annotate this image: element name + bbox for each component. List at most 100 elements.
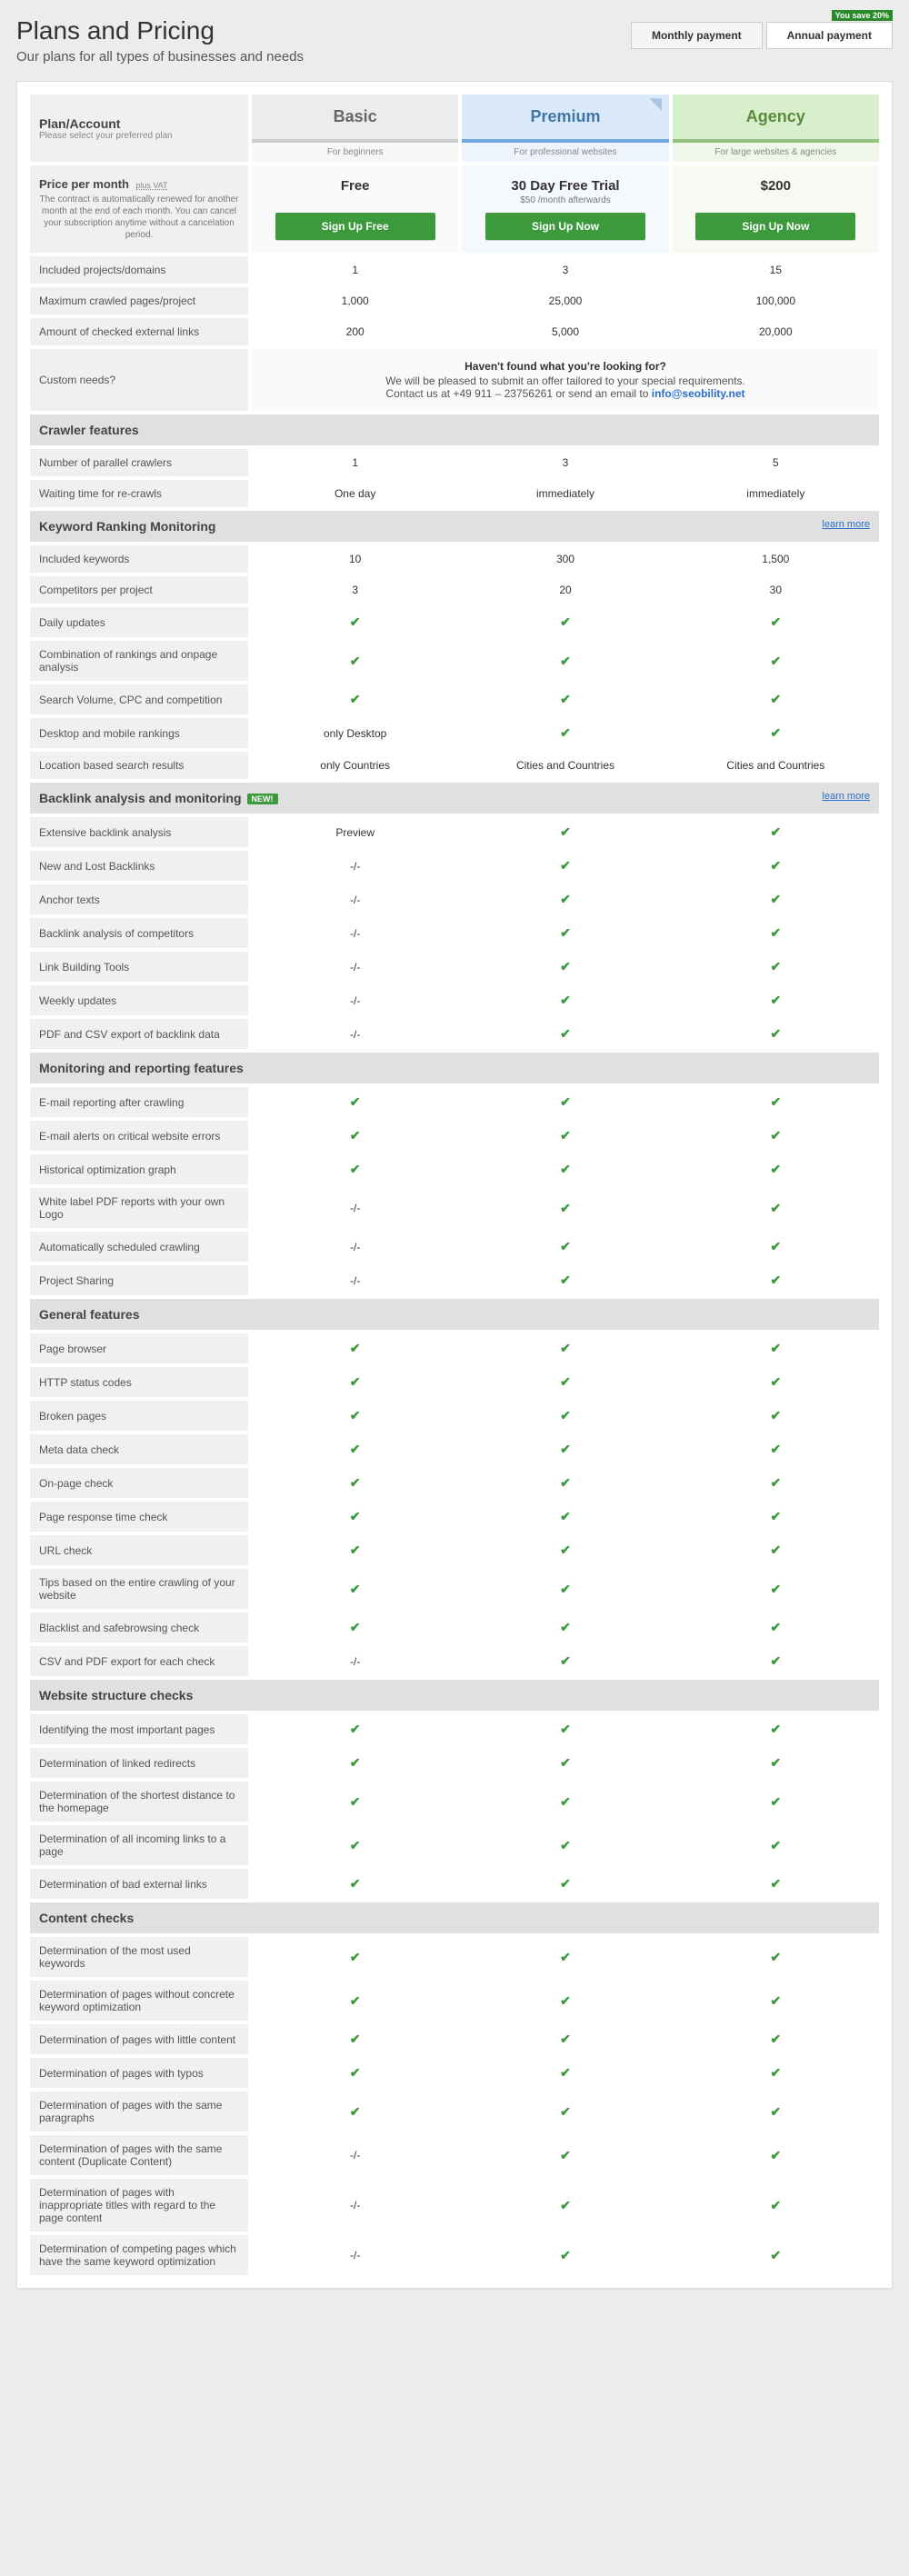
check-icon: ✔ (350, 2065, 361, 2081)
row-label: Determination of pages with little conte… (30, 2024, 248, 2054)
plan-premium-header: Premium◥ For professional websites (462, 95, 668, 162)
cell-premium: ✔ (462, 2058, 668, 2088)
plan-account-header: Plan/Account Please select your preferre… (30, 95, 248, 162)
check-icon: ✔ (560, 959, 571, 974)
row-label: Competitors per project (30, 576, 248, 604)
check-icon: ✔ (770, 2198, 781, 2213)
cell-agency: ✔ (673, 2092, 879, 2132)
custom-needs-info: Haven't found what you're looking for?We… (252, 349, 879, 411)
cell-agency: ✔ (673, 641, 879, 681)
cell-basic: ✔ (252, 1434, 458, 1464)
check-icon: ✔ (560, 614, 571, 630)
row-label: CSV and PDF export for each check (30, 1646, 248, 1676)
row-label: E-mail alerts on critical website errors (30, 1121, 248, 1151)
cell-premium: ✔ (462, 952, 668, 982)
row-label: Meta data check (30, 1434, 248, 1464)
cell-basic: ✔ (252, 1468, 458, 1498)
learn-more-link[interactable]: learn more (822, 519, 870, 530)
cell-agency: 1,500 (673, 545, 879, 573)
check-icon: ✔ (560, 993, 571, 1008)
monthly-payment-btn[interactable]: Monthly payment (631, 22, 763, 49)
check-icon: ✔ (770, 1950, 781, 1965)
cell-basic: -/- (252, 952, 458, 982)
cell-basic: ✔ (252, 1714, 458, 1744)
row-label: Number of parallel crawlers (30, 449, 248, 476)
row-label: Historical optimization graph (30, 1154, 248, 1184)
cell-premium: 25,000 (462, 287, 668, 315)
check-icon: ✔ (350, 1442, 361, 1457)
learn-more-link[interactable]: learn more (822, 791, 870, 802)
check-icon: ✔ (770, 1876, 781, 1892)
cell-premium: ✔ (462, 1434, 668, 1464)
annual-payment-btn[interactable]: You save 20% Annual payment (766, 22, 893, 49)
contact-email-link[interactable]: info@seobility.net (652, 387, 745, 400)
check-icon: ✔ (770, 1094, 781, 1110)
check-icon: ✔ (350, 1620, 361, 1635)
row-label: Amount of checked external links (30, 318, 248, 345)
cell-premium: ✔ (462, 817, 668, 847)
page-subtitle: Our plans for all types of businesses an… (16, 49, 893, 65)
payment-toggle: Monthly payment You save 20% Annual paym… (631, 22, 893, 49)
signup-premium-button[interactable]: Sign Up Now (485, 213, 645, 240)
check-icon: ✔ (770, 1543, 781, 1558)
cell-premium: ✔ (462, 1569, 668, 1609)
check-icon: ✔ (770, 1374, 781, 1390)
check-icon: ✔ (770, 1273, 781, 1288)
check-icon: ✔ (770, 692, 781, 707)
row-label: New and Lost Backlinks (30, 851, 248, 881)
cell-premium: ✔ (462, 1265, 668, 1295)
cell-basic: ✔ (252, 607, 458, 637)
cell-basic: ✔ (252, 2092, 458, 2132)
row-label: Determination of pages with the same par… (30, 2092, 248, 2132)
cell-basic: ✔ (252, 1825, 458, 1865)
cell-agency: ✔ (673, 1333, 879, 1363)
check-icon: ✔ (350, 1950, 361, 1965)
row-label: Determination of the shortest distance t… (30, 1782, 248, 1822)
signup-free-button[interactable]: Sign Up Free (275, 213, 435, 240)
check-icon: ✔ (770, 1653, 781, 1669)
cell-premium: ✔ (462, 2092, 668, 2132)
cell-agency: ✔ (673, 1087, 879, 1117)
check-icon: ✔ (350, 692, 361, 707)
check-icon: ✔ (770, 2104, 781, 2120)
check-icon: ✔ (350, 1543, 361, 1558)
check-icon: ✔ (770, 1201, 781, 1216)
cell-premium: ✔ (462, 918, 668, 948)
check-icon: ✔ (560, 2248, 571, 2263)
check-icon: ✔ (770, 1794, 781, 1810)
cell-agency: 5 (673, 449, 879, 476)
cell-agency: ✔ (673, 2024, 879, 2054)
check-icon: ✔ (770, 1755, 781, 1771)
cell-premium: ✔ (462, 1646, 668, 1676)
check-icon: ✔ (560, 1026, 571, 1042)
check-icon: ✔ (350, 1755, 361, 1771)
check-icon: ✔ (770, 1162, 781, 1177)
check-icon: ✔ (770, 959, 781, 974)
row-label: Blacklist and safebrowsing check (30, 1612, 248, 1642)
cell-basic: -/- (252, 918, 458, 948)
check-icon: ✔ (770, 858, 781, 874)
cell-premium: 3 (462, 449, 668, 476)
row-label: Link Building Tools (30, 952, 248, 982)
cell-agency: ✔ (673, 2179, 879, 2232)
cell-agency: ✔ (673, 1714, 879, 1744)
cell-agency: ✔ (673, 2058, 879, 2088)
cell-premium: ✔ (462, 1535, 668, 1565)
cell-agency: ✔ (673, 1401, 879, 1431)
check-icon: ✔ (770, 892, 781, 907)
cell-basic: -/- (252, 2179, 458, 2232)
check-icon: ✔ (560, 1582, 571, 1597)
cell-basic: 1,000 (252, 287, 458, 315)
signup-agency-button[interactable]: Sign Up Now (695, 213, 855, 240)
check-icon: ✔ (560, 1094, 571, 1110)
cell-premium: ✔ (462, 1937, 668, 1977)
row-label: Broken pages (30, 1401, 248, 1431)
cell-premium: ✔ (462, 1401, 668, 1431)
check-icon: ✔ (560, 725, 571, 741)
cell-basic: ✔ (252, 1121, 458, 1151)
cell-basic: ✔ (252, 1869, 458, 1899)
cell-premium: ✔ (462, 1333, 668, 1363)
check-icon: ✔ (350, 1582, 361, 1597)
cell-agency: 20,000 (673, 318, 879, 345)
check-icon: ✔ (770, 614, 781, 630)
